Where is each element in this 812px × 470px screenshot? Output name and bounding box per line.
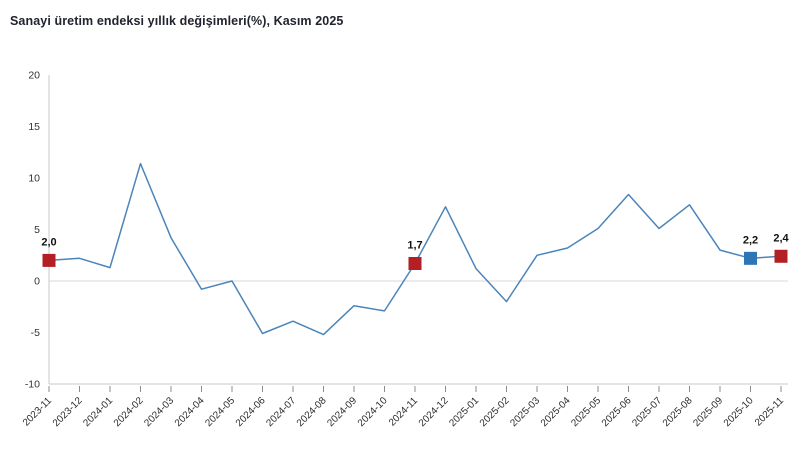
x-tick-label: 2025-10 — [722, 395, 756, 429]
x-tick-label: 2024-11 — [387, 395, 421, 429]
x-tick-label: 2024-03 — [142, 395, 176, 429]
x-tick-label: 2024-12 — [417, 395, 451, 429]
x-tick-label: 2024-05 — [203, 395, 237, 429]
y-tick-label: -10 — [25, 379, 40, 391]
x-tick-label: 2025-04 — [539, 395, 573, 429]
x-tick-label: 2025-09 — [691, 395, 725, 429]
y-axis-ticks: 20 15 10 5 0 -5 -10 — [25, 70, 40, 391]
data-point-label: 1,7 — [407, 239, 422, 251]
y-tick-label: 20 — [28, 70, 40, 82]
x-tick-label: 2023-11 — [21, 395, 55, 429]
y-tick-label: 10 — [28, 173, 40, 185]
data-point-label: 2,2 — [743, 234, 758, 246]
x-tick-label: 2025-05 — [569, 395, 603, 429]
x-tick-label: 2025-01 — [447, 395, 481, 429]
x-tick-label: 2024-02 — [112, 395, 146, 429]
chart-title: Sanayi üretim endeksi yıllık değişimleri… — [10, 14, 344, 28]
x-tick-label: 2025-07 — [630, 395, 664, 429]
data-point-marker — [42, 253, 56, 267]
x-tick-label: 2025-11 — [753, 395, 787, 429]
data-point-label: 2,4 — [773, 232, 789, 244]
y-tick-label: 15 — [28, 121, 40, 133]
x-tick-label: 2023-12 — [51, 395, 85, 429]
x-tick-label: 2024-09 — [325, 395, 359, 429]
y-tick-label: -5 — [31, 327, 40, 339]
x-tick-label: 2024-10 — [356, 395, 390, 429]
x-tick-label: 2024-07 — [264, 395, 298, 429]
x-tick-label: 2025-03 — [508, 395, 542, 429]
x-tick-label: 2025-06 — [600, 395, 634, 429]
data-point-marker — [774, 249, 788, 263]
highlighted-points: 2,0 1,7 2,2 2,4 — [41, 232, 790, 270]
x-tick-label: 2024-08 — [295, 395, 329, 429]
x-tick-label: 2025-08 — [661, 395, 695, 429]
data-point-label: 2,0 — [41, 236, 56, 248]
data-point-marker — [408, 256, 422, 270]
x-tick-label: 2025-02 — [478, 395, 512, 429]
y-tick-label: 0 — [34, 276, 40, 288]
x-axis-labels: 2023-112023-122024-012024-022024-032024-… — [21, 386, 787, 429]
data-point-marker — [744, 251, 757, 265]
x-tick-label: 2024-04 — [173, 395, 207, 429]
y-tick-label: 5 — [34, 224, 40, 236]
x-tick-label: 2024-06 — [234, 395, 268, 429]
x-tick-label: 2024-01 — [81, 395, 115, 429]
